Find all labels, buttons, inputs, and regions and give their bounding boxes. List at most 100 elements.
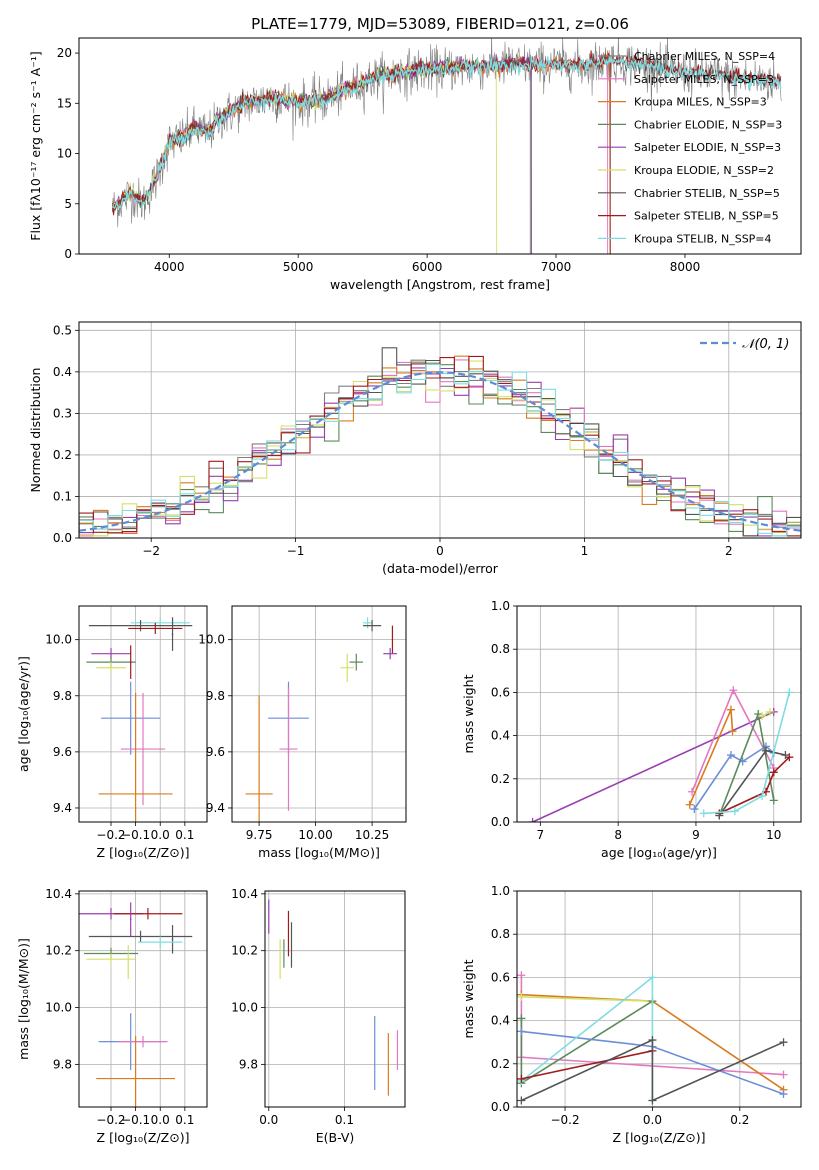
weight-marker	[769, 768, 778, 777]
weight-marker	[517, 992, 526, 1001]
y-tick-label: 0	[64, 247, 72, 261]
y-tick-label: 0.2	[491, 1057, 510, 1071]
x-tick-label: 0	[436, 544, 444, 558]
x-tick-label: 4000	[154, 260, 185, 274]
x-axis-label: Z [log₁₀(Z/Z⊙)]	[97, 845, 190, 860]
errorbar-point	[245, 695, 273, 822]
y-tick-label: 10.4	[45, 887, 72, 901]
panel-residuals: −2 −1 0 1 2 0.0 0.1 0.2 0.3 0.4 0.5 (data-model)/er…	[28, 321, 802, 576]
legend-label: Kroupa MILES, N_SSP=3	[634, 96, 767, 109]
y-tick-label: 0.8	[491, 927, 510, 941]
errorbar-point	[279, 687, 298, 811]
errorbar-point	[349, 653, 364, 671]
histogram-kroupa-elodie	[79, 360, 801, 537]
y-axis-label: Normed distribution	[28, 368, 43, 493]
errorbar-point	[129, 645, 132, 679]
weight-series-salpeter-miles	[691, 688, 775, 793]
weight-marker	[517, 1014, 526, 1023]
y-tick-label: 0.2	[491, 772, 510, 786]
y-axis-label: mass [log₁₀(M/M⊙)]	[16, 938, 31, 1060]
spectrum-series-kroupa-stelib	[112, 55, 782, 210]
x-tick-label: 1	[581, 544, 589, 558]
axes-frame	[516, 890, 802, 1108]
x-tick-label: −0.1	[121, 1113, 150, 1127]
weight-marker	[779, 1070, 788, 1079]
weight-marker	[728, 727, 737, 736]
legend-label: Chabrier STELIB, N_SSP=5	[634, 187, 780, 200]
errorbar-point	[98, 692, 173, 822]
weight-series-chabrier-stelib	[718, 749, 786, 816]
gaussian-curve	[79, 371, 801, 532]
errorbar-point	[88, 620, 193, 632]
y-tick-label: 10.0	[45, 633, 72, 647]
y-tick-label: 0.4	[491, 729, 510, 743]
y-tick-label: 9.6	[53, 745, 72, 759]
y-axis-label: mass weight	[461, 959, 476, 1038]
errorbar-point	[96, 1035, 175, 1107]
x-tick-label: −0.2	[550, 1113, 579, 1127]
axes-frame	[78, 321, 802, 539]
y-tick-label: 0.0	[53, 531, 72, 545]
x-tick-label: 10.00	[298, 828, 332, 842]
weight-marker	[517, 1096, 526, 1105]
y-tick-label: 10.4	[231, 887, 258, 901]
weight-marker	[769, 796, 778, 805]
legend-label: Salpeter STELIB, N_SSP=5	[634, 210, 779, 223]
weight-marker	[699, 809, 708, 818]
y-tick-label: 5	[64, 197, 72, 211]
panel-age_weight: 7 8 9 10 0.0 0.2 0.4 0.6 0.8 1.0 age [log₁₀(age/yr…	[461, 599, 802, 860]
weight-marker	[648, 1096, 657, 1105]
x-tick-label: 10.25	[355, 828, 389, 842]
weight-marker	[758, 792, 767, 801]
weight-marker	[785, 688, 794, 697]
y-tick-label: 1.0	[491, 599, 510, 613]
y-tick-label: 0.3	[53, 406, 72, 420]
y-tick-label: 10.2	[231, 944, 258, 958]
y-tick-label: 10.0	[45, 1001, 72, 1015]
legend-label: Salpeter ELODIE, N_SSP=3	[634, 141, 781, 154]
weight-marker	[730, 807, 739, 816]
plot-area-spectrum	[112, 38, 782, 254]
x-tick-label: 0.2	[730, 1113, 749, 1127]
y-tick-label: 15	[57, 96, 72, 110]
weight-marker	[779, 1090, 788, 1099]
errorbar-point	[127, 945, 129, 980]
axes-frame	[231, 605, 407, 823]
errorbar-point	[171, 617, 174, 651]
legend-label: 𝒩(0, 1)	[742, 337, 789, 352]
x-axis-label: E(B-V)	[316, 1130, 355, 1145]
weight-marker	[758, 712, 767, 721]
x-tick-label: 0.0	[151, 1113, 170, 1127]
weight-marker	[779, 1038, 788, 1047]
errorbar-point	[118, 1035, 168, 1048]
weight-series-kroupa-stelib	[703, 692, 791, 815]
x-tick-label: 2	[725, 544, 733, 558]
errorbar-point	[101, 681, 161, 755]
x-axis-label: age [log₁₀(age/yr)]	[601, 845, 717, 860]
figure-title: PLATE=1779, MJD=53089, FIBERID=0121, z=0…	[251, 15, 629, 33]
weight-series-salpeter-stelib	[521, 1050, 653, 1080]
panel-z_mass: −0.2−0.1 0.0 0.1 9.8 10.0 10.2 10.4 Z [log₁₀(Z/…	[16, 887, 208, 1145]
plot-area-z_age	[86, 617, 193, 822]
weight-marker	[517, 1074, 526, 1083]
y-tick-label: 9.8	[53, 689, 72, 703]
plot-area-z_mass	[79, 902, 193, 1107]
weight-series-chabrier-stelib	[521, 1038, 784, 1102]
y-tick-label: 0.5	[53, 323, 72, 337]
errorbar-point	[130, 617, 190, 629]
x-tick-label: 10	[766, 828, 781, 842]
x-axis-label: Z [log₁₀(Z/Z⊙)]	[613, 1130, 706, 1145]
weight-marker	[761, 746, 770, 755]
plot-area-mass_age	[245, 617, 397, 822]
x-tick-label: 0.0	[643, 1113, 662, 1127]
x-tick-label: 0.1	[335, 1113, 354, 1127]
x-tick-label: 8	[614, 828, 622, 842]
axes-frame	[78, 605, 208, 823]
errorbar-point	[363, 617, 373, 629]
errorbar-point	[340, 653, 355, 682]
x-tick-label: 0.1	[175, 1113, 194, 1127]
weight-marker	[648, 973, 657, 982]
x-tick-label: 0.1	[175, 828, 194, 842]
x-tick-label: 7	[537, 828, 545, 842]
